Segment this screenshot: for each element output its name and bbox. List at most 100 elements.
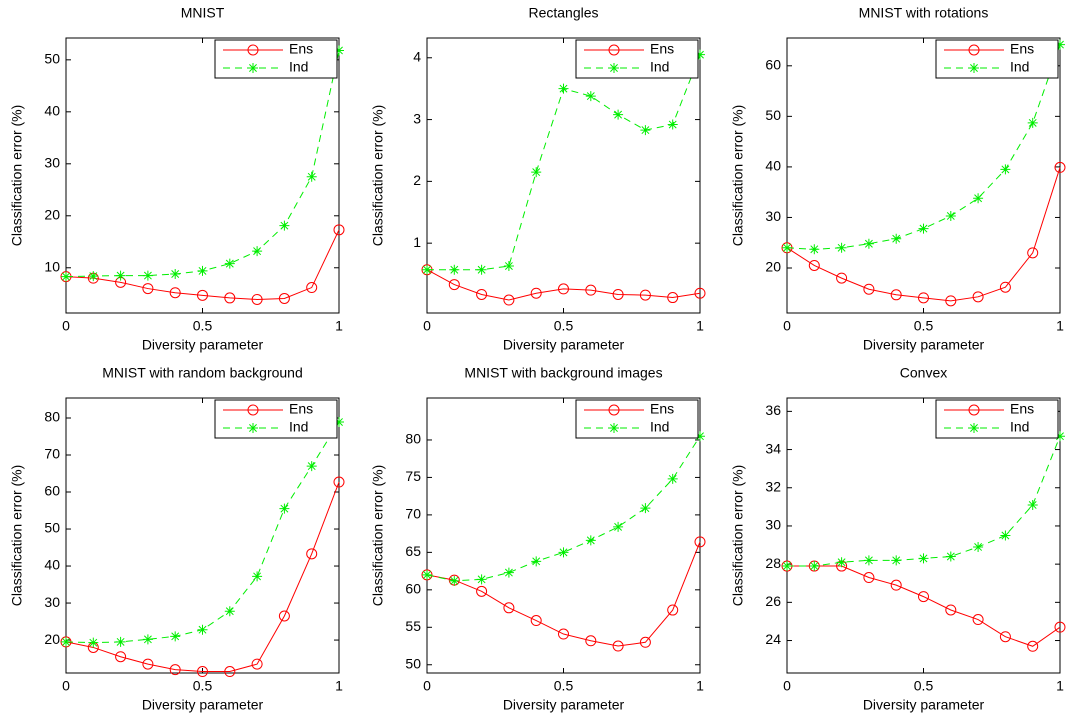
- marker: [585, 535, 596, 546]
- marker: [224, 606, 235, 617]
- marker: [197, 624, 208, 635]
- marker: [890, 289, 902, 301]
- marker: [449, 575, 460, 586]
- marker: [115, 636, 126, 647]
- marker: [197, 289, 208, 301]
- marker: [1027, 247, 1039, 259]
- legend-box: [575, 39, 699, 79]
- marker: [585, 284, 597, 296]
- y-tick-label: 26: [765, 593, 781, 609]
- legend-label: Ens: [650, 41, 674, 57]
- marker: [836, 557, 847, 568]
- marker: [1055, 39, 1065, 50]
- legend-marker: [248, 423, 258, 433]
- marker: [782, 561, 792, 572]
- marker: [531, 556, 542, 567]
- marker: [333, 224, 345, 236]
- marker: [612, 288, 624, 300]
- y-tick-label: 50: [405, 655, 421, 671]
- marker: [531, 167, 542, 178]
- legend-marker: [247, 404, 259, 416]
- marker: [694, 536, 706, 548]
- marker: [142, 634, 153, 645]
- x-tick-label: 1: [696, 318, 704, 334]
- marker: [251, 293, 263, 305]
- y-tick-label: 60: [44, 483, 60, 499]
- marker: [1027, 640, 1039, 652]
- legend-marker: [247, 44, 259, 56]
- chart-title: MNIST with background images: [464, 365, 662, 381]
- marker: [142, 270, 153, 281]
- marker: [999, 281, 1011, 293]
- x-tick-label: 1: [1056, 318, 1064, 334]
- x-tick-label: 0: [423, 678, 431, 694]
- marker: [252, 246, 263, 257]
- x-tick-label: 1: [335, 678, 343, 694]
- marker: [1055, 431, 1065, 442]
- y-tick-label: 28: [765, 555, 781, 571]
- plot-area: [786, 397, 1061, 674]
- legend-label: Ind: [650, 59, 669, 75]
- x-tick-label: 0: [62, 318, 70, 334]
- marker: [278, 610, 290, 622]
- marker: [918, 553, 929, 564]
- legend-box: [935, 39, 1059, 79]
- plot-area: [786, 37, 1061, 314]
- marker: [945, 295, 957, 307]
- marker: [863, 555, 874, 566]
- y-axis-label: Classification error (%): [370, 105, 386, 247]
- y-tick-label: 60: [405, 581, 421, 597]
- marker: [476, 288, 488, 300]
- marker: [945, 210, 956, 221]
- marker: [530, 615, 542, 627]
- legend-box: [935, 399, 1059, 439]
- marker: [558, 547, 569, 558]
- legend-marker: [608, 44, 620, 56]
- marker: [585, 635, 597, 647]
- marker: [695, 431, 705, 442]
- marker: [667, 473, 678, 484]
- marker: [639, 636, 651, 648]
- x-tick-label: 1: [335, 318, 343, 334]
- y-axis-label: Classification error (%): [730, 465, 746, 607]
- marker: [1000, 530, 1011, 541]
- marker: [918, 591, 929, 603]
- marker: [863, 238, 874, 249]
- marker: [863, 572, 875, 584]
- plot-area: [426, 37, 701, 314]
- marker: [973, 193, 984, 204]
- marker: [306, 461, 317, 472]
- marker: [809, 561, 820, 572]
- marker: [306, 282, 318, 294]
- marker: [613, 109, 624, 120]
- series-line: [65, 481, 340, 673]
- legend-marker: [248, 63, 258, 73]
- x-tick-label: 0.5: [914, 318, 934, 334]
- marker: [530, 287, 542, 299]
- x-tick-label: 0: [783, 678, 791, 694]
- marker: [142, 283, 154, 295]
- series-line: [426, 541, 701, 647]
- y-tick-label: 10: [44, 258, 60, 274]
- marker: [115, 651, 127, 663]
- marker: [88, 271, 99, 282]
- y-tick-label: 24: [765, 631, 781, 647]
- y-tick-label: 60: [765, 57, 781, 73]
- legend-label: Ens: [289, 401, 313, 417]
- chart-title: MNIST: [181, 5, 225, 21]
- x-axis-label: Diversity parameter: [503, 697, 625, 713]
- marker: [448, 279, 460, 291]
- marker: [251, 658, 263, 670]
- marker: [639, 289, 651, 301]
- marker: [945, 551, 956, 562]
- marker: [334, 417, 344, 428]
- y-tick-label: 40: [765, 158, 781, 174]
- legend-label: Ind: [1010, 59, 1029, 75]
- y-tick-label: 30: [765, 517, 781, 533]
- y-tick-label: 40: [44, 557, 60, 573]
- legend-marker: [969, 423, 979, 433]
- marker: [836, 272, 848, 284]
- marker: [170, 269, 181, 280]
- marker: [224, 258, 235, 269]
